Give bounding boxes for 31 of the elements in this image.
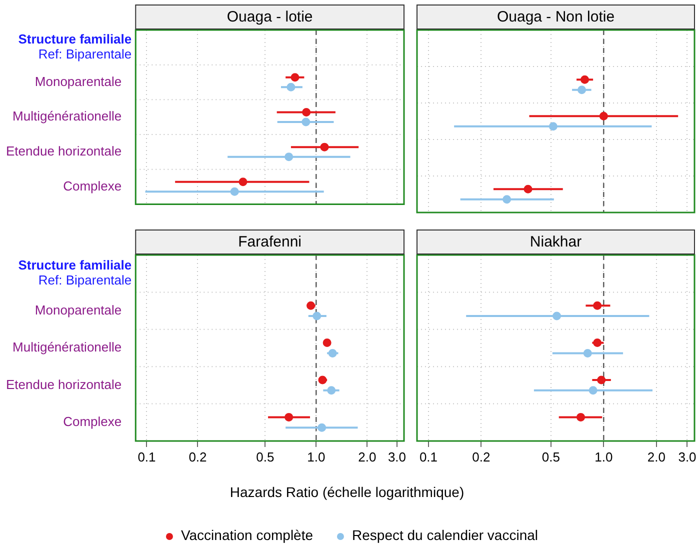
x-tick-label: 1.0 [307,449,326,464]
chart-title: Farafenni [238,234,302,251]
text: Ref: Biparentale [38,46,132,62]
y-tick-label: Monoparentale [34,302,122,318]
y-tick-label: Complexe [63,178,122,194]
chart-title: Niakhar [530,234,582,251]
x-tick-label: 0.5 [542,449,560,464]
y-tick-label: Etendue horizontale [6,376,122,392]
x-tick-label: 0.1 [138,449,156,464]
y-tick-label: Etendue horizontale [6,144,122,159]
legend-label: Respect du calendier vaccinal [351,527,538,543]
chart-title: Ouaga - lotie [226,8,313,26]
chart-title: Ouaga - Non lotie [496,8,615,26]
x-tick-label: 2.0 [647,449,666,464]
x-tick-label: 0.2 [472,449,490,464]
text: Ref: Biparentale [38,272,132,288]
x-axis-title: Hazards Ratio (échelle logarithmique) [230,484,464,500]
x-tick-label: 0.1 [419,449,438,464]
y-tick-label: Multigénérationelle [12,108,122,124]
x-tick-label: 3.0 [388,449,406,464]
x-tick-label: 3.0 [678,449,696,464]
x-tick-label: 2.0 [358,449,376,464]
text: Structure familiale [18,32,132,46]
x-tick-label: 0.2 [188,449,207,464]
y-tick-label: Multigénérationelle [12,340,122,355]
y-tick-label: Complexe [63,414,122,429]
x-tick-label: 0.5 [256,449,274,464]
x-tick-label: 1.0 [594,449,613,464]
y-tick-label: Monoparentale [34,74,122,89]
legend-label: Vaccination complète [180,527,314,543]
text: Structure familiale [18,258,132,273]
